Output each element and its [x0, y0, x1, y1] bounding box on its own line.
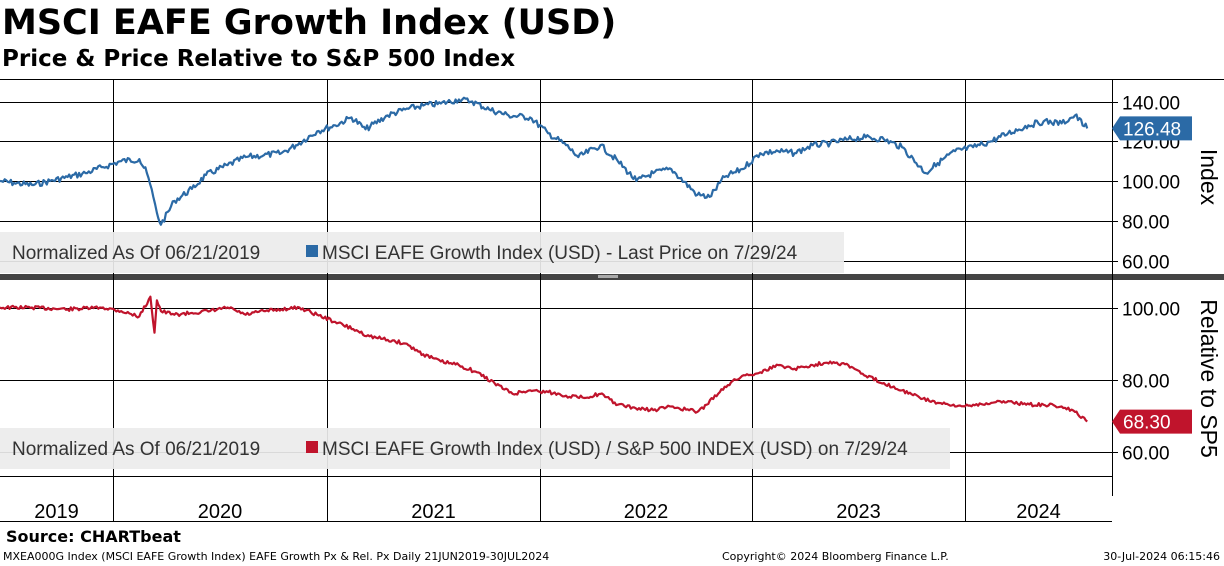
footer-description: MXEA000G Index (MSCI EAFE Growth Index) …	[3, 550, 550, 563]
chart-title: MSCI EAFE Growth Index (USD)	[2, 3, 617, 43]
panel-separator-handle	[598, 275, 618, 278]
y-tick-label: 80.00	[1122, 372, 1170, 393]
series-lines	[0, 96, 1089, 423]
legend-boxes: Normalized As Of 06/21/2019 MSCI EAFE Gro…	[0, 232, 950, 469]
x-tick-label: 2021	[411, 501, 456, 523]
legend: Normalized As Of 06/21/2019 MSCI EAFE Gro…	[0, 232, 844, 273]
footer-timestamp: 30-Jul-2024 06:15:46	[1103, 550, 1220, 563]
legend-series-label: MSCI EAFE Growth Index (USD) - Last Pric…	[322, 243, 798, 264]
y-tick-label: 60.00	[1122, 253, 1170, 274]
x-tick-label: 2020	[198, 501, 243, 523]
y-tick-label: 80.00	[1122, 213, 1170, 234]
chart-subtitle: Price & Price Relative to S&P 500 Index	[2, 46, 516, 72]
footer-copyright: Copyright© 2024 Bloomberg Finance L.P.	[722, 550, 949, 563]
legend: Normalized As Of 06/21/2019 MSCI EAFE Gro…	[0, 428, 950, 469]
x-axis: 2019 2020 2021 2022 2023 2024	[34, 501, 1061, 523]
y-axis-ticks: 60.0080.00100.00120.00140.00126.4860.008…	[1112, 94, 1192, 465]
x-tick-label: 2022	[624, 501, 669, 523]
last-value-label: 126.48	[1123, 119, 1181, 140]
y-tick-label: 140.00	[1122, 94, 1180, 115]
axis-labels: Index Relative to SP5	[1196, 149, 1222, 458]
last-value-flag: 68.30	[1112, 409, 1192, 434]
legend-normalized-label: Normalized As Of 06/21/2019	[12, 439, 260, 460]
y-tick-label: 100.00	[1122, 173, 1180, 194]
y-axis-title: Index	[1196, 149, 1222, 206]
y-tick-label: 60.00	[1122, 444, 1170, 465]
x-tick-label: 2019	[34, 501, 79, 523]
last-value-label: 68.30	[1123, 413, 1171, 434]
x-tick-label: 2023	[836, 501, 881, 523]
y-axis-title: Relative to SP5	[1196, 299, 1222, 458]
series-line	[0, 96, 1089, 226]
y-tick-label: 100.00	[1122, 300, 1180, 321]
legend-swatch	[306, 245, 318, 257]
chart-frame	[0, 79, 1224, 522]
last-value-flag: 126.48	[1112, 116, 1192, 141]
series-line	[0, 295, 1088, 423]
legend-series-label: MSCI EAFE Growth Index (USD) / S&P 500 I…	[322, 439, 908, 460]
legend-swatch	[306, 441, 318, 453]
legend-normalized-label: Normalized As Of 06/21/2019	[12, 243, 260, 264]
x-tick-label: 2024	[1016, 501, 1061, 523]
source-note: Source: CHARTbeat	[6, 527, 181, 546]
